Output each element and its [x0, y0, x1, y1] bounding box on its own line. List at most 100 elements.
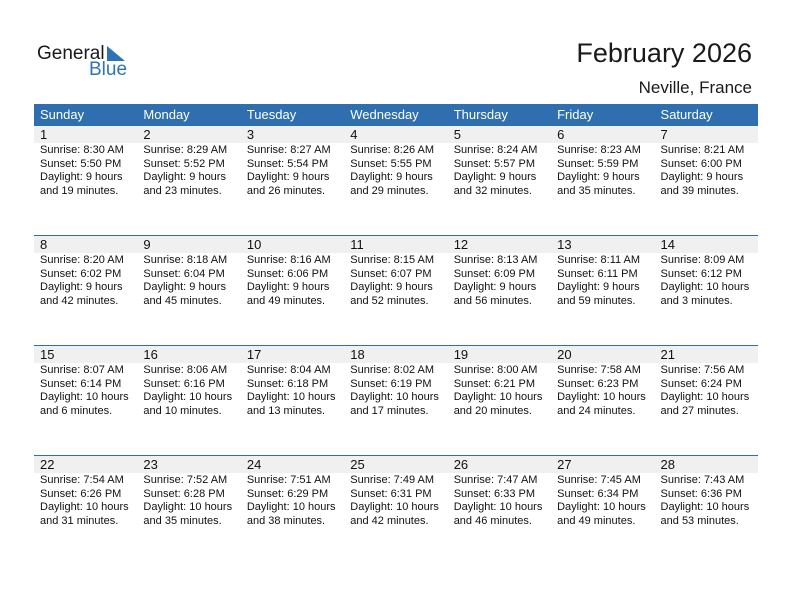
- sunrise-text: Sunrise: 8:30 AM: [40, 144, 124, 156]
- day-cell: 11 Sunrise: 8:15 AM Sunset: 6:07 PM Dayl…: [344, 236, 448, 346]
- sunrise-text: Sunrise: 7:45 AM: [557, 474, 641, 486]
- daylight-text: Daylight: 10 hours: [246, 501, 336, 513]
- daylight-text: Daylight: 10 hours: [660, 281, 750, 293]
- day-number: 6: [551, 126, 655, 143]
- sunrise-text: Sunrise: 8:26 AM: [350, 144, 435, 156]
- sunset-text: Sunset: 5:55 PM: [350, 157, 432, 170]
- day-cell: 1 Sunrise: 8:30 AM Sunset: 5:50 PM Dayli…: [34, 126, 138, 236]
- day-cell: 8 Sunrise: 8:20 AM Sunset: 6:02 PM Dayli…: [34, 236, 138, 346]
- daylight-minutes-text: and 29 minutes.: [350, 184, 429, 197]
- daylight-minutes-text: and 13 minutes.: [246, 404, 326, 417]
- logo-triangle-icon: [107, 46, 125, 61]
- daylight-minutes-text: and 39 minutes.: [660, 184, 739, 197]
- weekday-saturday: Saturday: [660, 107, 713, 122]
- daylight-minutes-text: and 35 minutes.: [143, 514, 222, 527]
- sunset-text: Sunset: 6:12 PM: [660, 267, 742, 280]
- sunrise-text: Sunrise: 7:56 AM: [660, 364, 745, 376]
- daylight-text: Daylight: 10 hours: [660, 501, 750, 513]
- daylight-minutes-text: and 49 minutes.: [246, 294, 326, 307]
- weekday-wednesday: Wednesday: [350, 107, 419, 122]
- day-number: 24: [240, 456, 345, 473]
- daylight-minutes-text: and 6 minutes.: [40, 404, 113, 417]
- day-number: 20: [551, 346, 655, 363]
- sunrise-text: Sunrise: 8:24 AM: [453, 144, 538, 156]
- weekday-thursday: Thursday: [453, 107, 508, 122]
- daylight-minutes-text: and 20 minutes.: [453, 404, 532, 417]
- sunrise-text: Sunrise: 8:06 AM: [143, 364, 228, 376]
- day-cell: 3 Sunrise: 8:27 AM Sunset: 5:54 PM Dayli…: [240, 126, 345, 236]
- day-cell: 25 Sunrise: 7:49 AM Sunset: 6:31 PM Dayl…: [344, 456, 448, 566]
- sunrise-text: Sunrise: 8:27 AM: [246, 144, 331, 156]
- daylight-text: Daylight: 9 hours: [246, 171, 330, 183]
- day-cell: 19 Sunrise: 8:00 AM Sunset: 6:21 PM Dayl…: [447, 346, 552, 456]
- sunset-text: Sunset: 6:18 PM: [246, 377, 329, 390]
- daylight-text: Daylight: 9 hours: [557, 171, 640, 183]
- logo: General Blue: [37, 43, 137, 83]
- daylight-minutes-text: and 42 minutes.: [350, 514, 429, 527]
- daylight-text: Daylight: 10 hours: [660, 391, 750, 403]
- sunset-text: Sunset: 6:21 PM: [453, 377, 536, 390]
- sunrise-text: Sunrise: 8:23 AM: [557, 144, 641, 156]
- weekday-tuesday: Tuesday: [246, 107, 297, 122]
- daylight-text: Daylight: 10 hours: [246, 391, 336, 403]
- daylight-minutes-text: and 27 minutes.: [660, 404, 739, 417]
- daylight-text: Daylight: 9 hours: [40, 171, 123, 183]
- daylight-text: Daylight: 10 hours: [557, 501, 646, 513]
- week-row: 22 Sunrise: 7:54 AM Sunset: 6:26 PM Dayl…: [34, 455, 758, 566]
- weekday-header: Sunday Monday Tuesday Wednesday Thursday…: [34, 104, 758, 126]
- sunset-text: Sunset: 6:14 PM: [40, 377, 122, 390]
- week-row: 15 Sunrise: 8:07 AM Sunset: 6:14 PM Dayl…: [34, 345, 758, 456]
- sunrise-text: Sunrise: 8:15 AM: [350, 254, 435, 266]
- day-cell: 20 Sunrise: 7:58 AM Sunset: 6:23 PM Dayl…: [551, 346, 655, 456]
- sunset-text: Sunset: 6:09 PM: [453, 267, 536, 280]
- week-row: 1 Sunrise: 8:30 AM Sunset: 5:50 PM Dayli…: [34, 126, 758, 236]
- day-cell: 24 Sunrise: 7:51 AM Sunset: 6:29 PM Dayl…: [240, 456, 345, 566]
- sunrise-text: Sunrise: 8:16 AM: [246, 254, 331, 266]
- sunrise-text: Sunrise: 7:49 AM: [350, 474, 435, 486]
- daylight-minutes-text: and 24 minutes.: [557, 404, 636, 417]
- day-number: 16: [137, 346, 241, 363]
- daylight-minutes-text: and 23 minutes.: [143, 184, 222, 197]
- daylight-minutes-text: and 19 minutes.: [40, 184, 119, 197]
- day-number: 1: [34, 126, 138, 143]
- daylight-text: Daylight: 10 hours: [350, 501, 439, 513]
- daylight-minutes-text: and 53 minutes.: [660, 514, 739, 527]
- sunset-text: Sunset: 6:19 PM: [350, 377, 432, 390]
- sunset-text: Sunset: 6:29 PM: [246, 487, 329, 500]
- day-number: 8: [34, 236, 138, 253]
- sunset-text: Sunset: 6:07 PM: [350, 267, 432, 280]
- daylight-text: Daylight: 10 hours: [143, 391, 233, 403]
- day-number: 27: [551, 456, 655, 473]
- sunrise-text: Sunrise: 7:43 AM: [660, 474, 745, 486]
- daylight-text: Daylight: 9 hours: [557, 281, 640, 293]
- sunset-text: Sunset: 6:36 PM: [660, 487, 742, 500]
- sunset-text: Sunset: 6:00 PM: [660, 157, 742, 170]
- daylight-text: Daylight: 9 hours: [143, 171, 226, 183]
- day-cell: 7 Sunrise: 8:21 AM Sunset: 6:00 PM Dayli…: [654, 126, 758, 236]
- sunset-text: Sunset: 6:04 PM: [143, 267, 225, 280]
- day-cell: 23 Sunrise: 7:52 AM Sunset: 6:28 PM Dayl…: [137, 456, 241, 566]
- day-number: 10: [240, 236, 345, 253]
- daylight-minutes-text: and 26 minutes.: [246, 184, 326, 197]
- sunset-text: Sunset: 5:50 PM: [40, 157, 122, 170]
- daylight-text: Daylight: 10 hours: [143, 501, 233, 513]
- daylight-minutes-text: and 3 minutes.: [660, 294, 733, 307]
- daylight-text: Daylight: 9 hours: [453, 281, 537, 293]
- day-cell: 12 Sunrise: 8:13 AM Sunset: 6:09 PM Dayl…: [447, 236, 552, 346]
- daylight-minutes-text: and 38 minutes.: [246, 514, 326, 527]
- day-cell: 2 Sunrise: 8:29 AM Sunset: 5:52 PM Dayli…: [137, 126, 241, 236]
- sunset-text: Sunset: 6:24 PM: [660, 377, 742, 390]
- weekday-sunday: Sunday: [40, 107, 85, 122]
- daylight-text: Daylight: 10 hours: [557, 391, 646, 403]
- day-number: 23: [137, 456, 241, 473]
- day-cell: 6 Sunrise: 8:23 AM Sunset: 5:59 PM Dayli…: [551, 126, 655, 236]
- sunrise-text: Sunrise: 8:07 AM: [40, 364, 124, 376]
- day-cell: 15 Sunrise: 8:07 AM Sunset: 6:14 PM Dayl…: [34, 346, 138, 456]
- sunset-text: Sunset: 6:34 PM: [557, 487, 639, 500]
- day-number: 13: [551, 236, 655, 253]
- daylight-text: Daylight: 9 hours: [246, 281, 330, 293]
- day-number: 19: [447, 346, 552, 363]
- daylight-minutes-text: and 56 minutes.: [453, 294, 532, 307]
- sunset-text: Sunset: 6:23 PM: [557, 377, 639, 390]
- sunset-text: Sunset: 6:06 PM: [246, 267, 329, 280]
